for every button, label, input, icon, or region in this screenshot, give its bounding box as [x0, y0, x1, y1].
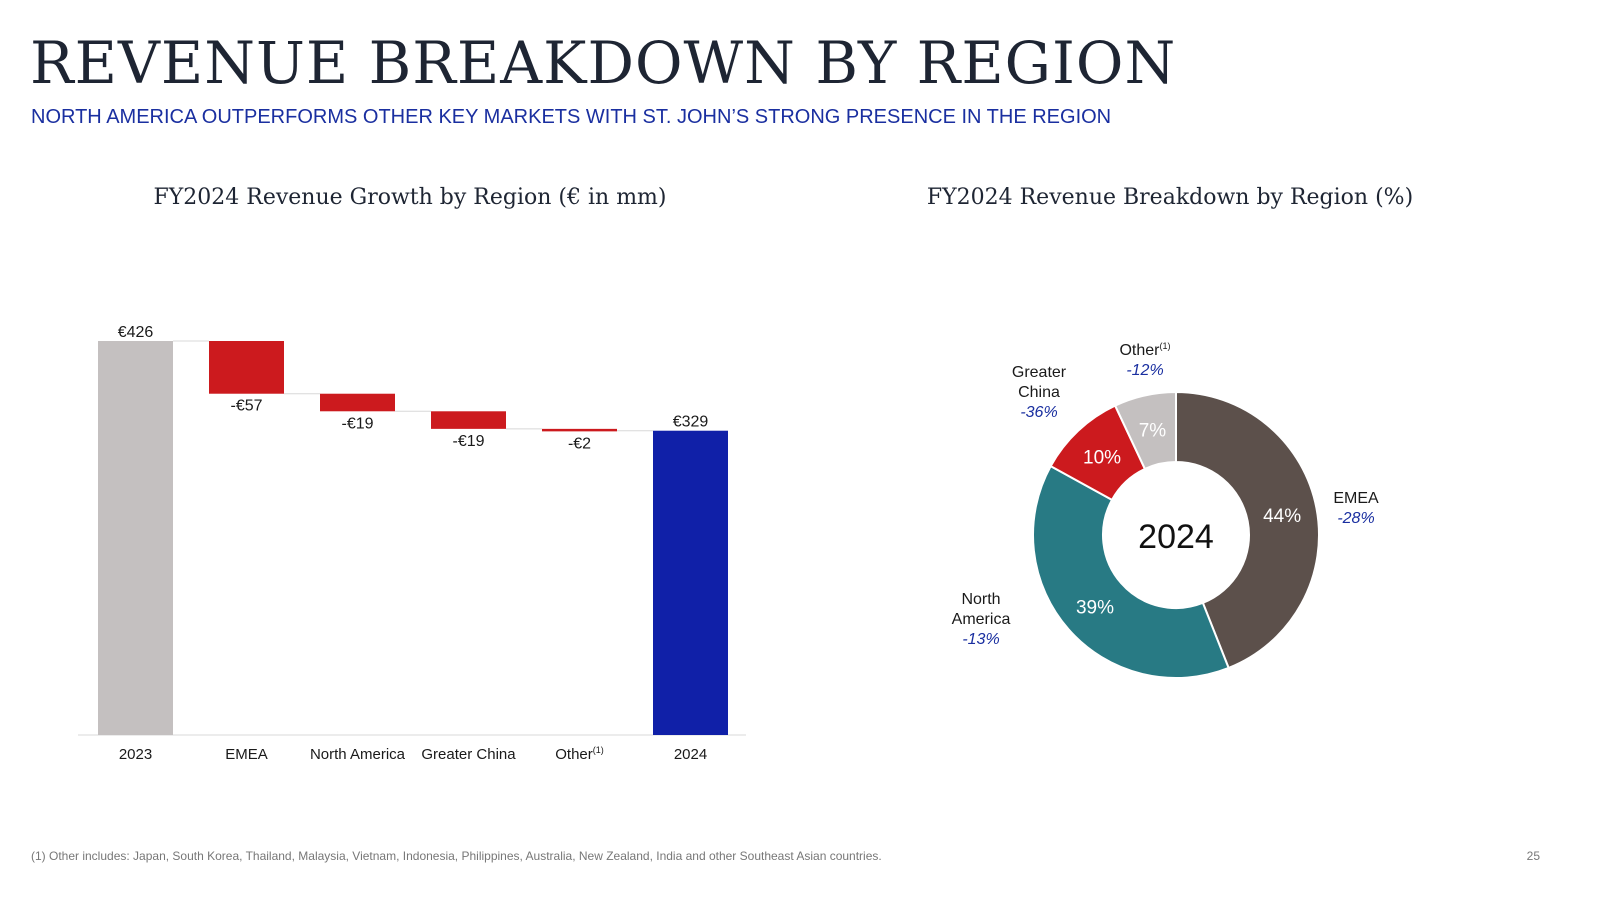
donut-growth-label: -28%: [1337, 510, 1374, 527]
waterfall-bar-greater-china: [431, 411, 506, 429]
waterfall-bar-other: [542, 428, 617, 432]
page-subtitle: NORTH AMERICA OUTPERFORMS OTHER KEY MARK…: [31, 106, 1112, 128]
waterfall-bar-north-america: [320, 393, 395, 412]
donut-center-label: 2024: [1138, 518, 1214, 556]
waterfall-value-label: -€19: [452, 433, 484, 450]
waterfall-value-label: -€2: [568, 435, 591, 452]
donut-growth-label: -36%: [1020, 404, 1057, 421]
donut-region-label: EMEA: [1333, 490, 1379, 507]
footnote: (1) Other includes: Japan, South Korea, …: [31, 849, 882, 863]
donut-growth-label: -13%: [962, 631, 999, 648]
waterfall-category-label: North America: [310, 746, 406, 763]
donut-slice-emea: [1175, 390, 1320, 670]
donut-slice-other: [1113, 390, 1177, 471]
superscript: (1): [1160, 341, 1171, 351]
donut-region-label: Other(1): [1119, 341, 1170, 359]
waterfall-value-label: €329: [673, 414, 709, 431]
donut-percent-label: 7%: [1139, 421, 1167, 442]
donut-percent-label: 39%: [1076, 597, 1114, 618]
waterfall-category-label: Greater China: [421, 746, 516, 763]
superscript: (1): [593, 745, 604, 755]
waterfall-bar-emea: [209, 341, 284, 394]
donut-slice-north-america: [1032, 464, 1230, 679]
waterfall-category-label: 2024: [674, 746, 707, 763]
donut-region-label: North: [961, 591, 1000, 608]
waterfall-category-label: EMEA: [225, 746, 268, 763]
donut-region-label: America: [952, 611, 1011, 628]
donut-percent-label: 44%: [1263, 506, 1301, 527]
waterfall-value-label: -€57: [230, 398, 262, 415]
donut-chart-title: FY2024 Revenue Breakdown by Region (%): [926, 185, 1414, 210]
page-number: 25: [1526, 849, 1540, 863]
waterfall-chart-title: FY2024 Revenue Growth by Region (€ in mm…: [153, 185, 667, 210]
page-title: REVENUE BREAKDOWN BY REGION: [30, 29, 1177, 97]
waterfall-value-label: €426: [118, 324, 154, 341]
waterfall-category-label: 2023: [119, 746, 152, 763]
donut-growth-label: -12%: [1126, 362, 1163, 379]
donut-region-label: China: [1018, 384, 1060, 401]
waterfall-value-label: -€19: [341, 415, 373, 432]
waterfall-category-label: Other(1): [555, 745, 604, 763]
waterfall-bar-2023: [98, 341, 173, 735]
waterfall-bar-2024: [653, 430, 728, 735]
donut-region-label: Greater: [1012, 364, 1067, 381]
donut-percent-label: 10%: [1083, 447, 1121, 468]
